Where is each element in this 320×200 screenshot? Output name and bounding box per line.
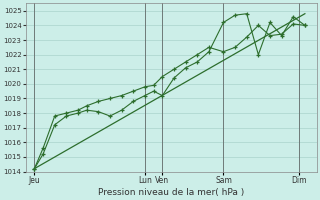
X-axis label: Pression niveau de la mer( hPa ): Pression niveau de la mer( hPa ) [98, 188, 244, 197]
